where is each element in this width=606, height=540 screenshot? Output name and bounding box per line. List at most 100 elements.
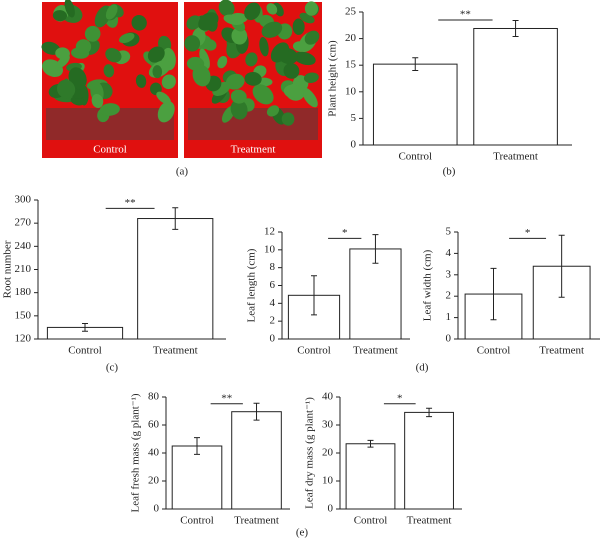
y-axis-label: Plant height (cm) — [327, 40, 339, 117]
leaf — [131, 14, 147, 31]
x-tick-label: Control — [354, 515, 388, 527]
y-tick-label: 20 — [148, 475, 160, 487]
panel-label: (c) — [106, 362, 119, 374]
y-axis-label: Leaf fresh mass (g plant⁻¹) — [130, 393, 142, 512]
y-tick-label: 300 — [15, 194, 32, 206]
error-bar — [426, 407, 433, 418]
y-tick-label: 4 — [446, 247, 452, 259]
y-tick-label: 60 — [148, 419, 160, 431]
y-tick-label: 0 — [270, 333, 276, 345]
leaf — [56, 79, 76, 99]
y-tick-label: 25 — [345, 6, 357, 18]
leaf — [52, 10, 68, 22]
bar — [231, 411, 282, 510]
y-tick-label: 3 — [446, 268, 452, 280]
y-tick-label: 5 — [446, 226, 452, 238]
panel-label: (b) — [443, 166, 456, 178]
leaf — [231, 27, 248, 45]
significance: * — [525, 227, 531, 239]
leaf — [105, 4, 118, 20]
y-axis-label: Leaf dry mass (g plant⁻¹) — [304, 397, 316, 509]
y-tick-label: 20 — [345, 32, 357, 44]
y-tick-label: 180 — [15, 286, 32, 298]
y-tick-label: 8 — [270, 261, 276, 273]
leaf — [225, 73, 245, 90]
y-tick-label: 1 — [446, 311, 452, 323]
y-tick-label: 80 — [148, 391, 160, 403]
x-tick-label: Control — [68, 345, 102, 357]
error-bar — [558, 234, 565, 298]
error-bar — [82, 323, 88, 332]
error-bar — [490, 267, 497, 321]
error-bar — [172, 207, 179, 230]
y-tick-label: 10 — [322, 475, 334, 487]
y-tick-label: 6 — [270, 279, 276, 291]
photo-label: Treatment — [231, 144, 276, 156]
leaf — [218, 0, 235, 17]
leaf — [118, 32, 135, 44]
y-tick-label: 40 — [322, 391, 334, 403]
significance: ** — [460, 9, 471, 21]
bar — [404, 411, 454, 510]
x-tick-label: Treatment — [234, 515, 279, 527]
x-tick-label: Control — [398, 151, 432, 163]
y-tick-label: 40 — [148, 447, 160, 459]
error-bar — [372, 234, 379, 264]
y-tick-label: 2 — [270, 315, 276, 327]
leaf — [230, 99, 248, 120]
panel-label: (d) — [416, 362, 429, 374]
error-bar — [367, 439, 374, 448]
leaf — [304, 30, 320, 45]
leaf — [281, 112, 295, 126]
leaf — [64, 0, 75, 18]
leaf — [244, 2, 261, 21]
x-tick-label: Treatment — [153, 345, 198, 357]
x-tick-label: Treatment — [493, 151, 538, 163]
y-axis-label: Root number — [2, 240, 14, 298]
error-bar — [253, 402, 260, 421]
leaf — [161, 74, 176, 90]
x-tick-label: Treatment — [407, 515, 452, 527]
leaf — [192, 64, 211, 87]
leaf — [217, 55, 228, 69]
error-bar — [412, 57, 419, 72]
y-tick-label: 0 — [154, 503, 160, 515]
y-tick-label: 240 — [15, 240, 32, 252]
bar — [372, 63, 458, 146]
leaf — [244, 71, 262, 86]
bar — [137, 218, 214, 340]
tray — [188, 108, 318, 140]
leaf — [293, 51, 316, 66]
error-bar — [194, 437, 200, 455]
photo-label: Control — [93, 144, 127, 156]
y-tick-label: 5 — [351, 112, 357, 124]
leaf — [147, 46, 165, 63]
leaf — [252, 84, 274, 105]
leaf — [259, 36, 269, 57]
x-tick-label: Control — [180, 515, 214, 527]
leaf — [223, 14, 244, 25]
y-tick-label: 270 — [15, 217, 32, 229]
y-tick-label: 10 — [345, 85, 357, 97]
significance: * — [342, 227, 348, 239]
leaf — [304, 1, 319, 16]
leaf — [156, 91, 171, 105]
leaf — [245, 52, 258, 67]
leaf — [266, 105, 280, 117]
x-tick-label: Treatment — [539, 345, 584, 357]
y-axis-label: Leaf width (cm) — [422, 249, 434, 321]
y-tick-label: 20 — [322, 447, 334, 459]
y-tick-label: 120 — [15, 333, 32, 345]
leaf — [266, 3, 278, 15]
leaf — [303, 72, 319, 84]
leaf — [184, 35, 201, 52]
y-tick-label: 210 — [15, 263, 32, 275]
y-tick-label: 0 — [446, 333, 452, 345]
error-bar — [512, 20, 519, 37]
y-axis-label: Leaf length (cm) — [246, 248, 258, 322]
leaf — [203, 39, 217, 51]
bar — [473, 27, 558, 146]
leaf — [75, 39, 92, 55]
plants — [41, 0, 320, 140]
